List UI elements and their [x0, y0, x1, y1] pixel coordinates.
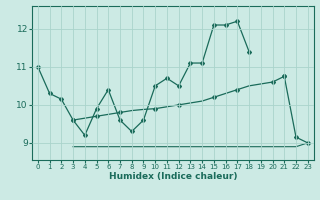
X-axis label: Humidex (Indice chaleur): Humidex (Indice chaleur) — [108, 172, 237, 181]
